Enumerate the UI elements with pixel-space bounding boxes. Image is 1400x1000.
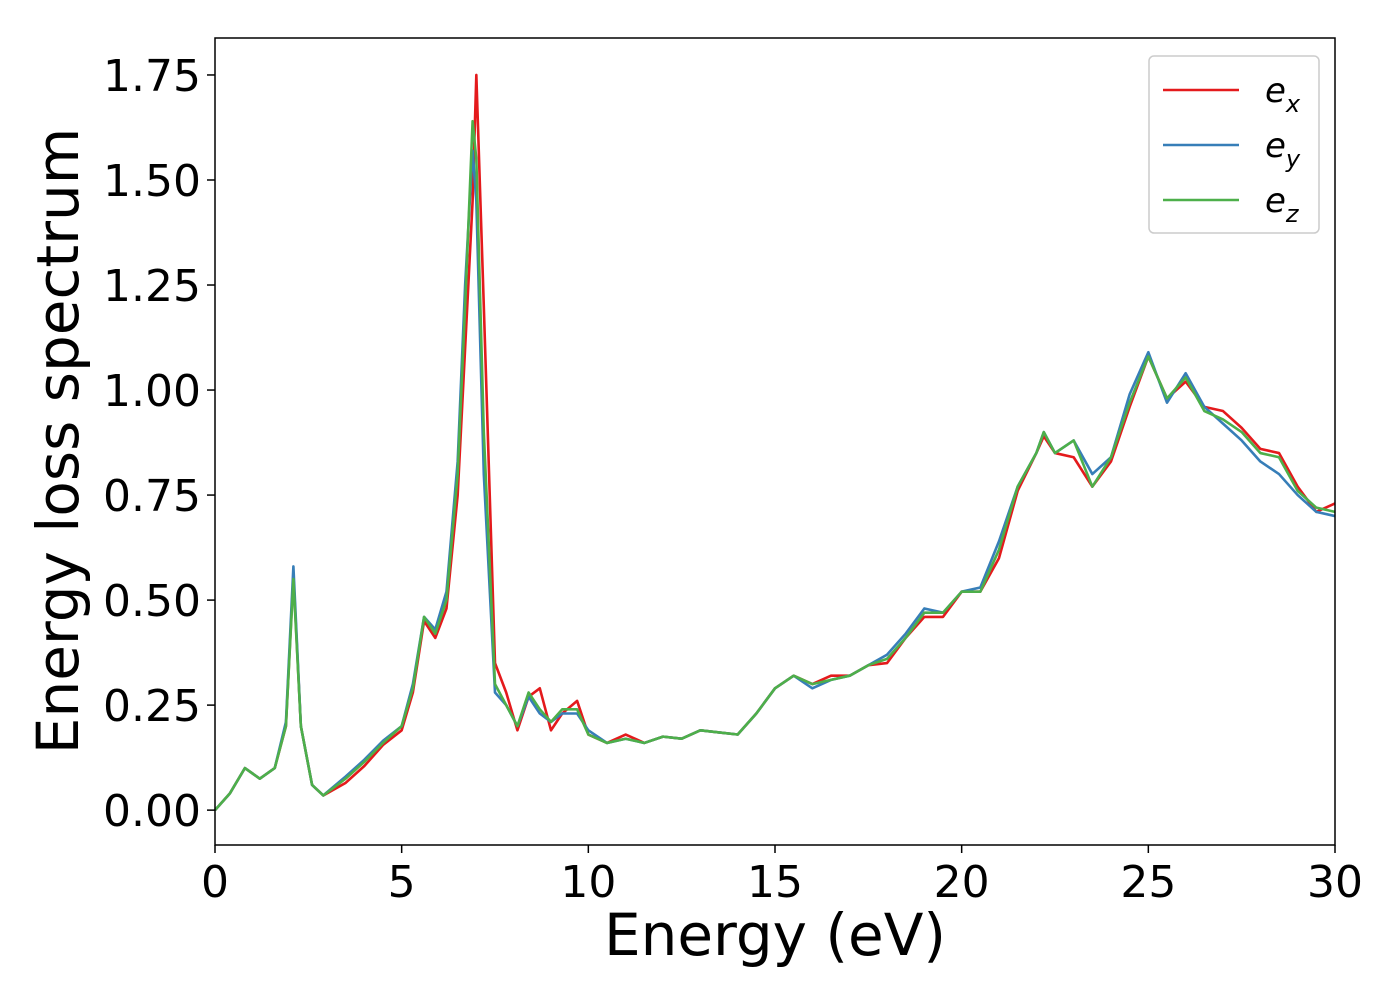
series-line xyxy=(214,119,1336,811)
series-line xyxy=(214,149,1336,811)
legend-label: ex xyxy=(1265,71,1301,118)
legend-label: ez xyxy=(1265,181,1300,228)
y-tick-label: 1.50 xyxy=(103,156,201,207)
x-tick-label: 0 xyxy=(201,857,229,908)
y-tick-label: 1.25 xyxy=(103,261,201,312)
y-tick-label: 0.00 xyxy=(103,786,201,837)
plot-frame xyxy=(214,37,1336,846)
y-tick-label: 1.00 xyxy=(103,366,201,417)
y-tick-label: 0.75 xyxy=(103,471,201,522)
x-tick-label: 5 xyxy=(388,857,416,908)
x-tick-label: 10 xyxy=(560,857,616,908)
y-tick-label: 1.75 xyxy=(103,51,201,102)
x-tick-label: 15 xyxy=(747,857,803,908)
x-tick-label: 25 xyxy=(1120,857,1176,908)
x-axis-label: Energy (eV) xyxy=(604,901,946,969)
y-axis-label: Energy loss spectrum xyxy=(24,128,92,754)
legend-label: ey xyxy=(1265,126,1301,173)
y-tick-label: 0.50 xyxy=(103,576,201,627)
x-tick-label: 20 xyxy=(934,857,990,908)
y-tick-label: 0.25 xyxy=(103,681,201,732)
x-tick-label: 30 xyxy=(1307,857,1363,908)
